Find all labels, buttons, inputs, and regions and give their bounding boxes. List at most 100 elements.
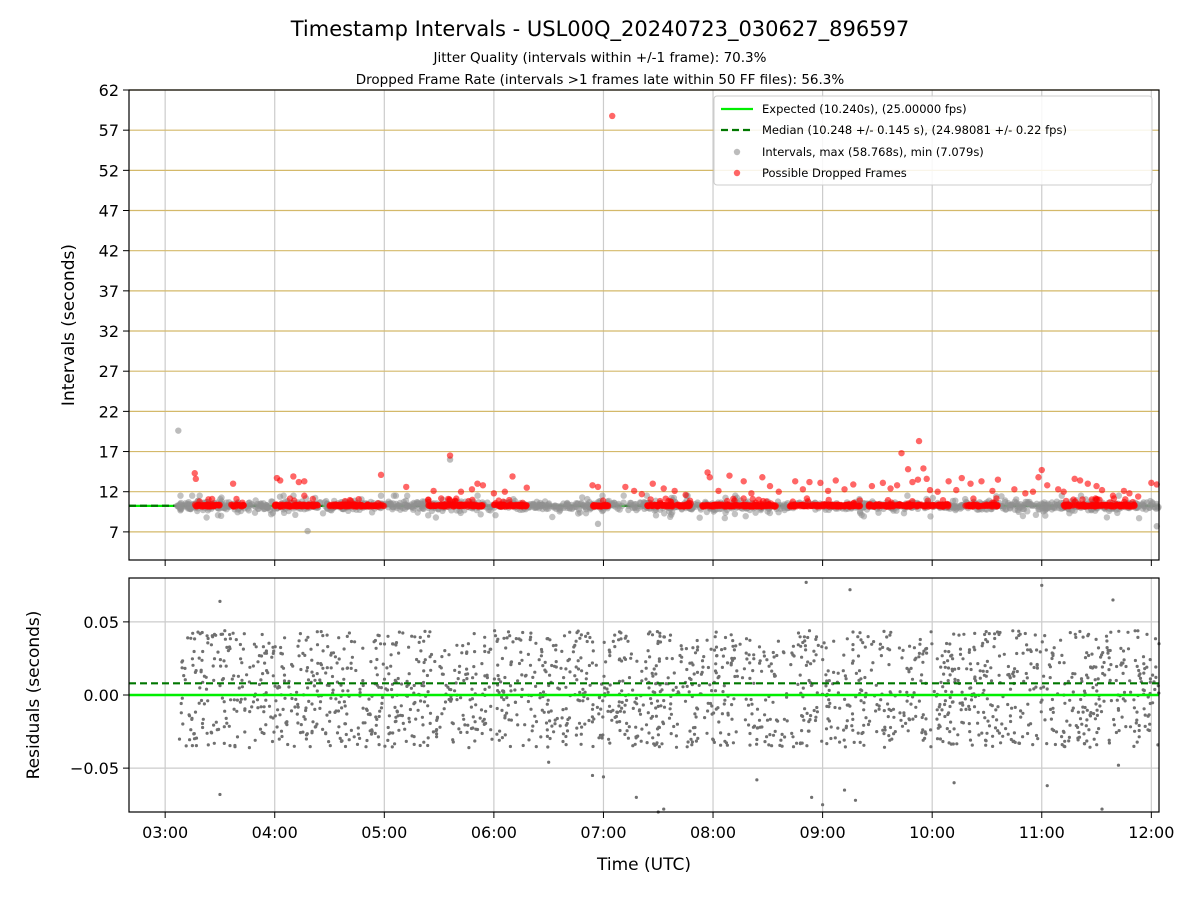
- residual-point: [748, 743, 752, 747]
- interval-point: [414, 509, 421, 516]
- bottom-panel-ylabel: Residuals (seconds): [24, 611, 44, 780]
- interval-point: [405, 502, 412, 510]
- dropped-frame-point: [605, 502, 612, 510]
- residual-point: [1015, 651, 1019, 656]
- residual-point: [259, 705, 263, 709]
- residual-point: [910, 677, 915, 681]
- interval-point: [221, 504, 228, 512]
- residual-point: [607, 704, 612, 708]
- residual-point: [1051, 710, 1055, 715]
- residual-point: [984, 638, 988, 642]
- residual-point: [1013, 667, 1017, 671]
- residual-point: [995, 718, 999, 722]
- residual-point: [400, 714, 404, 718]
- residual-point: [341, 667, 345, 671]
- residual-point: [466, 723, 470, 727]
- residual-point: [600, 736, 604, 740]
- residual-point: [861, 730, 865, 735]
- residual-point: [1082, 732, 1086, 736]
- residual-point: [511, 640, 515, 644]
- interval-point: [177, 492, 184, 499]
- residual-point: [1151, 673, 1155, 677]
- residual-point: [1137, 668, 1141, 673]
- residual-point: [1068, 631, 1072, 635]
- residual-point: [964, 707, 968, 712]
- dropped-frame-point: [490, 490, 498, 497]
- residual-point: [976, 662, 980, 666]
- residual-point: [668, 707, 672, 711]
- residual-point: [762, 654, 767, 658]
- interval-point: [584, 495, 591, 503]
- residual-point: [247, 746, 251, 750]
- residual-point: [620, 689, 624, 693]
- residual-point: [691, 646, 695, 650]
- residual-point: [548, 736, 552, 741]
- residual-point: [1078, 717, 1083, 721]
- residual-point: [763, 713, 767, 717]
- residual-point: [859, 638, 863, 642]
- residual-point: [651, 690, 655, 694]
- dropped-frame-point: [740, 495, 747, 502]
- residual-point: [869, 668, 874, 672]
- residual-point: [407, 720, 412, 724]
- residual-point: [969, 698, 974, 702]
- residual-point: [232, 707, 236, 711]
- residual-point: [440, 672, 444, 676]
- residual-point: [481, 719, 485, 723]
- residual-point: [762, 650, 766, 654]
- residual-point: [1048, 665, 1052, 669]
- residual-point: [272, 649, 276, 653]
- residual-point: [1122, 658, 1126, 662]
- residual-point: [692, 732, 697, 736]
- residual-point: [743, 718, 748, 722]
- residual-point: [490, 737, 494, 741]
- dropped-frame-point: [945, 478, 952, 485]
- residual-point: [898, 711, 902, 715]
- interval-point: [474, 492, 481, 499]
- residual-point: [209, 643, 213, 647]
- residual-point: [758, 661, 762, 665]
- bottom-panel-reference-lines: [129, 682, 1159, 697]
- residual-point: [1087, 653, 1091, 658]
- residual-point: [982, 688, 986, 692]
- residual-point: [727, 732, 731, 737]
- residual-point: [345, 634, 349, 639]
- residual-point: [641, 703, 645, 707]
- residual-point: [517, 637, 521, 641]
- residual-point: [1015, 636, 1019, 640]
- residual-point: [734, 730, 738, 734]
- residual-point: [843, 697, 847, 702]
- residual-point: [475, 727, 480, 732]
- residual-point: [605, 687, 609, 691]
- residual-point: [1009, 719, 1013, 724]
- residual-point: [781, 650, 786, 654]
- residual-point: [449, 699, 453, 703]
- dropped-frame-point: [1060, 488, 1067, 495]
- residual-point: [324, 732, 328, 736]
- residual-point: [801, 686, 805, 690]
- residual-point: [190, 657, 194, 661]
- residual-point: [929, 728, 933, 732]
- residual-point: [463, 723, 467, 727]
- residual-point: [440, 712, 444, 716]
- dropped-frame-point: [730, 503, 737, 510]
- residual-point: [950, 653, 954, 657]
- residual-point: [973, 631, 977, 636]
- residual-point: [473, 739, 477, 743]
- residual-point: [806, 729, 811, 733]
- residual-point: [335, 731, 340, 735]
- dropped-frame-point: [455, 502, 462, 509]
- residual-point: [220, 696, 224, 700]
- dropped-frame-point: [749, 495, 756, 503]
- residual-point: [580, 669, 584, 673]
- residual-point: [815, 710, 820, 714]
- residual-point: [635, 659, 639, 663]
- residual-point: [1060, 653, 1064, 658]
- residual-point: [584, 634, 588, 639]
- dropped-frame-point: [989, 487, 996, 495]
- residual-point: [983, 664, 987, 668]
- residual-point: [566, 659, 570, 663]
- dropped-frame-point: [893, 482, 901, 489]
- residual-point: [374, 715, 378, 719]
- residual-point: [690, 740, 695, 744]
